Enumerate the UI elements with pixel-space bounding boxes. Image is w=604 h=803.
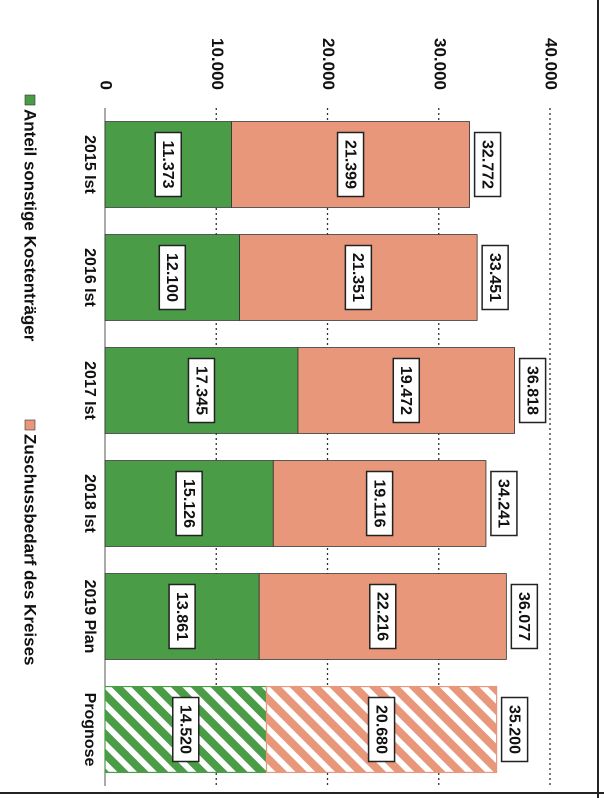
data-label-box xyxy=(175,470,203,537)
data-label: 20.680 xyxy=(372,705,389,754)
data-label-box xyxy=(344,244,373,311)
data-label-box xyxy=(367,696,396,763)
data-label: 12.100 xyxy=(163,253,180,302)
data-label-box xyxy=(500,696,529,763)
y-tick-label: 0 xyxy=(97,81,116,90)
y-tick-label: 30.000 xyxy=(430,38,449,90)
data-label: 36.818 xyxy=(523,366,540,415)
data-label: 13.861 xyxy=(173,592,190,641)
data-label-box xyxy=(518,357,547,424)
x-tick-label: 2016 Ist xyxy=(81,248,98,307)
x-tick-label: Prognose xyxy=(81,693,98,767)
data-label-box xyxy=(365,470,394,537)
data-label-box xyxy=(369,583,397,650)
data-label: 17.345 xyxy=(192,366,209,415)
data-label: 21.399 xyxy=(341,140,358,189)
x-tick-label: 2019 Plan xyxy=(81,580,98,654)
data-label: 15.126 xyxy=(180,479,197,528)
data-label-box xyxy=(168,583,196,650)
data-label-box xyxy=(187,357,216,424)
y-tick-label: 10.000 xyxy=(208,38,227,90)
data-label: 34.241 xyxy=(495,479,512,528)
chart: 0 10.000 20.000 30.000 40.000 2015 Ist 11.373 2… xyxy=(21,38,561,786)
y-tick-label: 20.000 xyxy=(319,38,338,90)
legend-label: Anteil sonstige Kostenträger xyxy=(21,109,40,342)
data-label-box xyxy=(490,470,518,537)
y-tick-label: 40.000 xyxy=(542,38,561,90)
data-label: 22.216 xyxy=(374,592,391,641)
data-label: 35.200 xyxy=(505,705,522,754)
data-label-box xyxy=(154,131,183,198)
data-label-box xyxy=(336,131,365,198)
data-label: 21.351 xyxy=(349,253,366,302)
data-label-box xyxy=(473,131,502,198)
data-label: 33.451 xyxy=(486,253,503,302)
data-label-box xyxy=(481,244,509,311)
data-label-box xyxy=(510,583,539,650)
data-label-box xyxy=(172,696,200,763)
legend-swatch xyxy=(24,419,36,431)
data-label: 32.772 xyxy=(478,140,495,189)
data-label: 19.116 xyxy=(370,479,387,527)
data-label: 19.472 xyxy=(397,366,414,415)
legend-swatch xyxy=(24,94,36,106)
data-label: 36.077 xyxy=(515,592,532,641)
data-label-box xyxy=(392,357,421,424)
legend-label: Zuschussbedarf des Kreises xyxy=(21,434,40,665)
data-label: 11.373 xyxy=(159,140,176,188)
x-tick-label: 2017 Ist xyxy=(81,361,98,420)
x-tick-label: 2015 Ist xyxy=(81,135,98,194)
x-tick-label: 2018 Ist xyxy=(81,474,98,533)
data-label-box xyxy=(158,244,187,311)
data-label: 14.520 xyxy=(177,705,194,754)
